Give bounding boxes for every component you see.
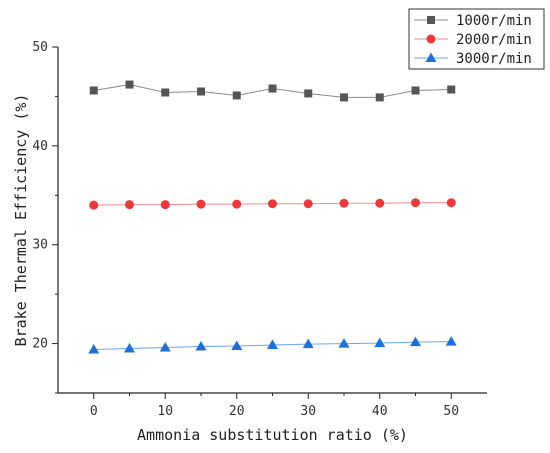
legend-item: 3000r/min (414, 51, 532, 67)
data-point (232, 91, 241, 100)
x-tick-label: 0 (90, 404, 98, 419)
series-layer (88, 80, 457, 354)
legend: 1000r/min 2000r/min 3000r/min (408, 8, 545, 70)
data-point (411, 86, 420, 95)
data-point (338, 338, 350, 348)
x-tick-label: 10 (157, 404, 173, 419)
data-point (303, 199, 313, 209)
data-point (446, 198, 456, 208)
y-tick-label: 30 (32, 238, 48, 253)
data-point (160, 200, 170, 210)
data-point (89, 86, 98, 95)
legend-marker (427, 16, 435, 24)
data-point (410, 336, 421, 347)
data-point (125, 80, 134, 89)
data-point (197, 87, 205, 96)
x-tick-label: 50 (443, 404, 459, 419)
y-axis-title: Brake Thermal Efficiency (%) (12, 94, 30, 347)
y-tick-label: 50 (32, 40, 48, 55)
legend-item: 1000r/min (414, 13, 532, 29)
data-point (88, 344, 100, 354)
data-point (411, 198, 420, 208)
data-point (89, 200, 99, 210)
data-point (124, 343, 135, 353)
x-tick-label: 40 (372, 404, 388, 419)
data-point (161, 88, 170, 97)
data-point (195, 341, 207, 351)
data-point (447, 85, 456, 94)
series-2 (89, 198, 456, 210)
data-point (231, 340, 243, 351)
data-point (268, 199, 277, 209)
legend-label: 2000r/min (456, 32, 532, 48)
data-point (232, 199, 242, 209)
data-point (125, 200, 134, 210)
data-point (445, 336, 457, 346)
data-point (302, 338, 314, 349)
data-point (374, 337, 386, 348)
y-tick-label: 40 (32, 139, 48, 154)
data-point (375, 93, 384, 102)
x-axis-title: Ammonia substitution ratio (%) (137, 426, 408, 444)
data-point (304, 89, 313, 98)
legend-label: 3000r/min (456, 51, 532, 67)
data-point (339, 198, 349, 208)
legend-marker (425, 52, 437, 62)
data-point (268, 84, 277, 93)
data-point (196, 199, 206, 209)
data-point (159, 342, 171, 352)
data-point (340, 93, 348, 102)
y-tick-label: 20 (32, 337, 48, 352)
x-tick-label: 20 (229, 404, 245, 419)
x-tick-label: 30 (300, 404, 316, 419)
ticks: 0 10 20 30 40 50 20 30 40 50 (32, 40, 459, 419)
legend-item: 2000r/min (414, 32, 532, 48)
legend-label: 1000r/min (456, 13, 532, 29)
data-point (267, 339, 278, 350)
data-point (375, 198, 385, 208)
series-3 (88, 336, 457, 354)
legend-marker (426, 34, 436, 44)
series-1 (89, 80, 456, 102)
